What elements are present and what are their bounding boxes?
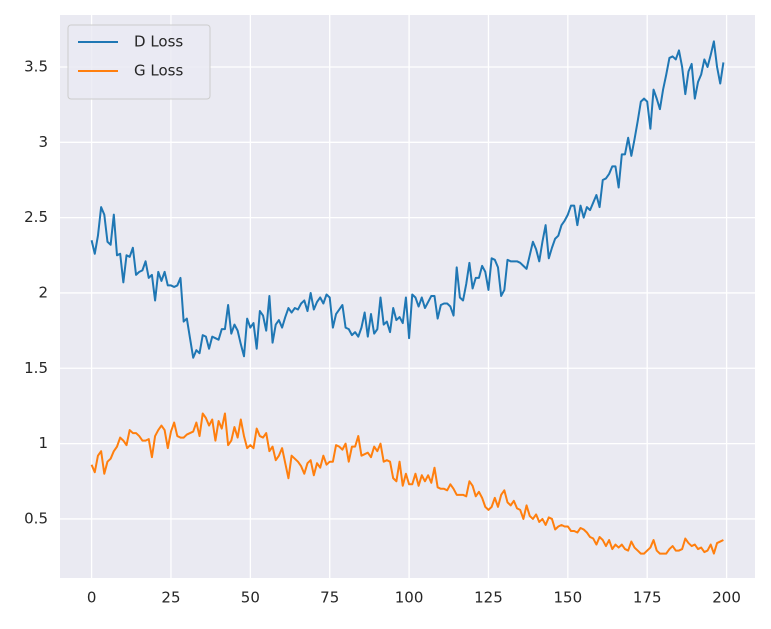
x-tick-label: 75	[320, 589, 339, 607]
line-series	[90, 412, 724, 555]
y-tick-label: 0.5	[24, 509, 48, 527]
y-tick-label: 3	[38, 133, 48, 151]
legend-box	[67, 24, 211, 100]
x-tick-label: 0	[87, 589, 97, 607]
legend-label: D Loss	[134, 33, 183, 51]
y-tick-label: 1.5	[24, 359, 48, 377]
x-tick-label: 175	[633, 589, 662, 607]
y-tick-label: 3.5	[24, 57, 48, 75]
x-tick-label: 200	[712, 589, 741, 607]
x-tick-label: 25	[161, 589, 180, 607]
y-tick-label: 2.5	[24, 208, 48, 226]
x-tick-label: 100	[395, 589, 424, 607]
x-tick-label: 150	[554, 589, 583, 607]
y-tick-label: 1	[38, 434, 48, 452]
x-tick-label: 50	[241, 589, 260, 607]
legend: D Loss G Loss	[67, 24, 211, 100]
x-tick-label: 125	[474, 589, 503, 607]
y-tick-label: 2	[38, 283, 48, 301]
legend-label: G Loss	[134, 62, 183, 80]
line-series	[90, 40, 725, 359]
